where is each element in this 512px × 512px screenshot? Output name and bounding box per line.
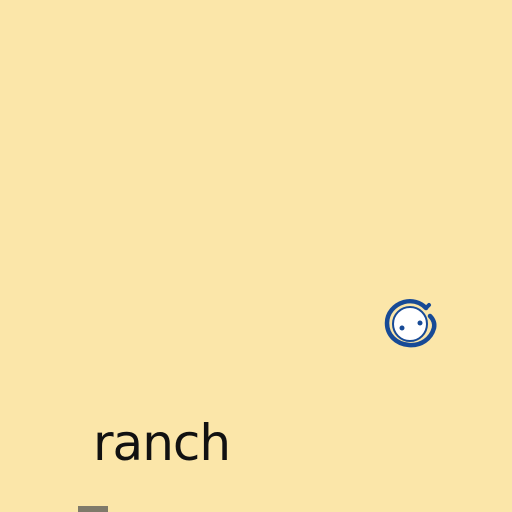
place-label-ranch: ranch [93,414,231,472]
location-marker-icon[interactable] [382,297,440,349]
partial-map-label [78,506,108,512]
